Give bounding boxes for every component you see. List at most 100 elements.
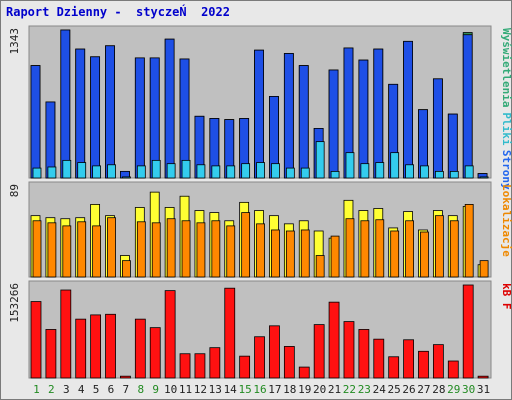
bar-strony — [328, 69, 339, 179]
side-label-2: Strony — [500, 150, 512, 190]
bar-pliki — [77, 162, 87, 179]
bar-kb — [239, 355, 251, 379]
day-label: 6 — [108, 383, 115, 396]
bar-pliki — [390, 152, 400, 179]
day-label: 16 — [253, 383, 266, 396]
panel-bottom: 153266 kB F — [8, 280, 512, 379]
bar-lokalizacje — [47, 222, 57, 278]
bar-kb — [343, 321, 355, 379]
bar-pliki — [375, 162, 385, 179]
bar-strony — [358, 59, 369, 179]
bar-pliki — [420, 165, 429, 179]
bar-strony — [403, 40, 413, 179]
bar-kb — [269, 325, 280, 379]
bar-kb — [194, 353, 206, 379]
bar-lokalizacje — [77, 221, 87, 278]
day-label: 28 — [432, 383, 445, 396]
bar-kb — [120, 375, 131, 379]
bar-pliki — [405, 164, 414, 179]
bar-pliki — [300, 167, 310, 179]
bar-kb — [313, 324, 325, 379]
bar-strony — [373, 48, 384, 179]
bar-kb — [283, 346, 295, 379]
bar-lokalizacje — [241, 212, 251, 278]
day-label: 27 — [417, 383, 430, 396]
day-label: 14 — [224, 383, 238, 396]
day-label: 21 — [328, 383, 341, 396]
day-label: 29 — [447, 383, 460, 396]
bar-pliki — [181, 159, 191, 179]
bar-pliki — [32, 167, 42, 179]
bar-lokalizacje — [32, 220, 42, 278]
bar-pliki — [241, 163, 251, 179]
bar-lokalizacje — [315, 255, 325, 278]
bar-kb — [298, 366, 310, 379]
day-label: 3 — [63, 383, 70, 396]
bar-lokalizacje — [434, 215, 444, 278]
bar-kb — [45, 329, 57, 379]
bar-pliki — [256, 162, 265, 179]
bar-lokalizacje — [405, 220, 414, 278]
day-label: 2 — [48, 383, 55, 396]
bar-strony — [283, 53, 294, 179]
bar-kb — [149, 327, 161, 379]
bar-kb — [254, 336, 265, 379]
bar-strony — [447, 113, 458, 179]
day-label: 8 — [137, 383, 144, 396]
bar-pliki — [271, 163, 280, 179]
bar-kb — [373, 338, 385, 379]
side-label-0: Lokalizacje — [500, 184, 512, 257]
side-label-0: kB F — [500, 283, 512, 310]
bar-pliki — [434, 170, 444, 179]
bar-pliki — [226, 165, 236, 179]
bar-pliki — [315, 141, 325, 179]
bar-lokalizacje — [300, 229, 310, 278]
bar-pliki — [166, 163, 176, 179]
day-label: 4 — [78, 383, 85, 396]
bar-pliki — [151, 159, 161, 179]
bar-strony — [90, 56, 101, 179]
bar-pliki — [47, 166, 57, 179]
bar-pliki — [107, 164, 116, 179]
bar-pliki — [449, 170, 459, 179]
bar-pliki — [211, 165, 221, 179]
bar-strony — [105, 45, 115, 179]
bar-lokalizacje — [181, 220, 191, 278]
day-label: 11 — [179, 383, 192, 396]
day-label: 7 — [123, 383, 130, 396]
day-label: 10 — [164, 383, 177, 396]
day-label: 9 — [152, 383, 159, 396]
bar-kb — [75, 318, 87, 379]
bar-pliki — [62, 159, 72, 179]
bar-lokalizacje — [107, 217, 116, 278]
day-label: 20 — [313, 383, 326, 396]
day-label: 15 — [238, 383, 251, 396]
bar-kb — [418, 350, 429, 379]
bar-lokalizacje — [375, 219, 385, 278]
bar-lokalizacje — [271, 229, 280, 278]
bar-kb — [30, 301, 42, 379]
bar-kb — [447, 360, 459, 379]
day-label: 22 — [343, 383, 356, 396]
bar-kb — [462, 284, 474, 379]
bar-pliki — [92, 165, 102, 179]
bar-lokalizacje — [360, 220, 370, 278]
chart-title: Raport Dzienny - styczeŃ 2022 — [6, 5, 230, 19]
bar-lokalizacje — [122, 260, 131, 278]
bar-strony — [254, 49, 264, 179]
bar-pliki — [360, 163, 370, 179]
x-axis-days: 1 2 3 4 5 6 7 8 9 10 11 12 13 14 15 16 17 18 19 20 21 22 23 24 2… — [33, 383, 490, 396]
bar-pliki — [285, 167, 295, 179]
bar-strony — [298, 65, 309, 179]
y-max-label: 1343 — [8, 28, 21, 55]
bar-lokalizacje — [256, 223, 265, 278]
bar-lokalizacje — [345, 218, 355, 278]
side-label-1: Pliki — [500, 112, 512, 145]
bar-kb — [164, 290, 176, 379]
bar-kb — [60, 289, 72, 379]
bar-pliki — [136, 165, 146, 179]
bar-lokalizacje — [62, 225, 72, 278]
bar-pliki — [345, 152, 355, 179]
bar-lokalizacje — [151, 222, 161, 278]
